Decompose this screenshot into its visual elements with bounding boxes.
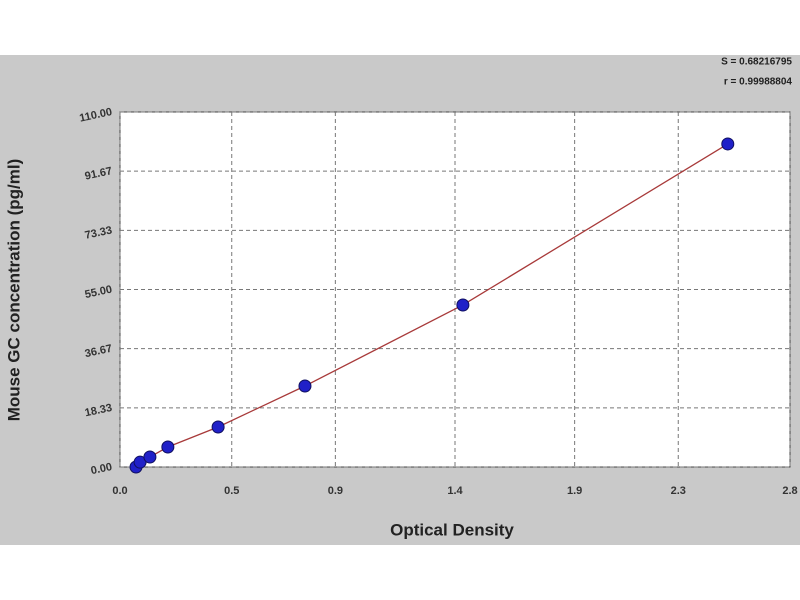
data-point bbox=[211, 420, 225, 434]
annotation: S = 0.68216795 bbox=[721, 57, 792, 68]
y-axis-title: Mouse GC concentration (pg/ml) bbox=[4, 159, 23, 422]
x-axis-title: Optical Density bbox=[390, 520, 514, 539]
data-point bbox=[161, 440, 175, 454]
x-tick-label: 0.9 bbox=[328, 485, 343, 497]
y-tick-label: 18.33 bbox=[84, 402, 113, 419]
annotation: r = 0.99988804 bbox=[724, 77, 793, 88]
x-tick-label: 1.9 bbox=[567, 485, 582, 497]
x-tick-label: 2.8 bbox=[782, 485, 797, 497]
x-tick-label: 2.3 bbox=[671, 485, 686, 497]
data-point bbox=[456, 298, 470, 312]
data-point bbox=[143, 450, 157, 464]
x-tick-label: 0.0 bbox=[112, 485, 127, 497]
y-tick-label: 91.67 bbox=[84, 165, 113, 182]
data-point bbox=[298, 379, 312, 393]
y-tick-label: 0.00 bbox=[90, 461, 113, 477]
y-tick-label: 36.67 bbox=[84, 343, 113, 360]
x-tick-label: 1.4 bbox=[447, 485, 463, 497]
data-point bbox=[721, 137, 735, 151]
y-tick-label: 73.33 bbox=[84, 224, 113, 241]
x-tick-label: 0.5 bbox=[224, 485, 239, 497]
y-tick-label: 55.00 bbox=[84, 284, 113, 301]
